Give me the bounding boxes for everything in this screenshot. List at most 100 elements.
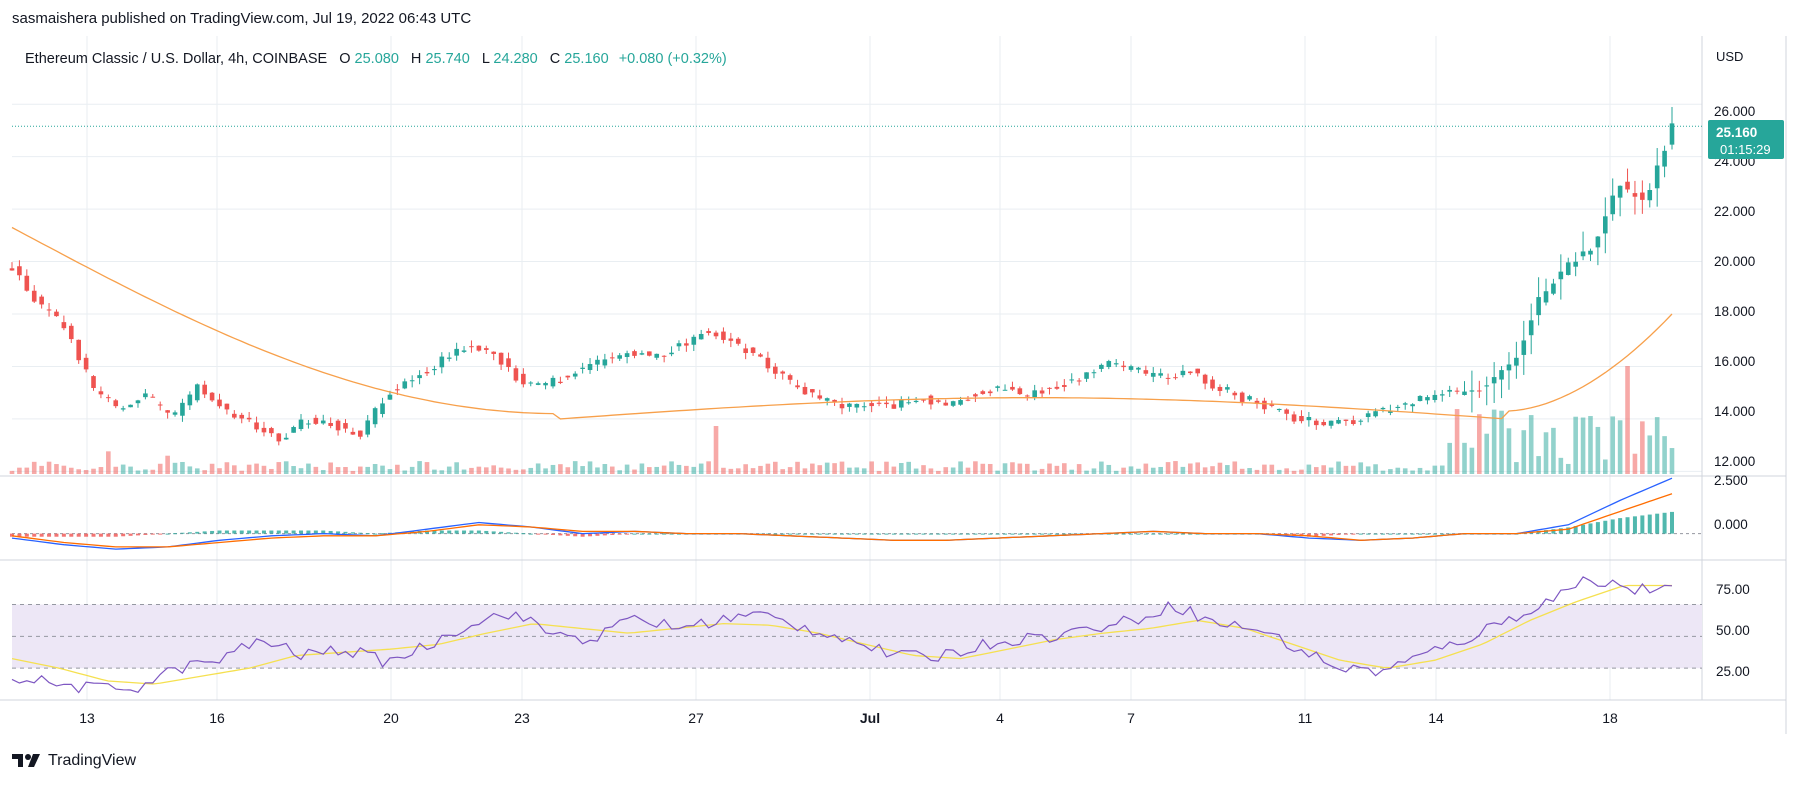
- candle-body: [1099, 364, 1104, 369]
- candle-body: [246, 417, 252, 420]
- candle: [150, 393, 156, 398]
- candle-body: [639, 353, 645, 355]
- candle: [743, 343, 748, 360]
- macd-histogram-bar: [321, 530, 326, 534]
- time-tick: 14: [1428, 710, 1444, 726]
- candle-body: [106, 397, 111, 399]
- time-tick: 13: [79, 710, 95, 726]
- candle: [1284, 408, 1289, 421]
- volume-bar: [1047, 463, 1052, 474]
- macd-histogram-bar: [580, 533, 585, 537]
- candle-body: [995, 386, 1000, 388]
- macd-histogram-bar: [765, 533, 770, 535]
- candle: [1551, 278, 1556, 296]
- candle: [1121, 361, 1126, 372]
- macd-histogram-bar: [1395, 533, 1400, 535]
- candle: [572, 371, 578, 380]
- volume-bar: [1136, 468, 1141, 474]
- candle-body: [91, 376, 96, 389]
- candle-body: [135, 400, 141, 404]
- macd-histogram-bar: [921, 533, 926, 535]
- brand-name: TradingView: [48, 752, 137, 769]
- macd-histogram-bar: [1610, 519, 1615, 534]
- candle: [995, 385, 1000, 392]
- volume-bar: [565, 467, 571, 474]
- macd-histogram-bar: [1647, 514, 1652, 534]
- macd-histogram-bar: [832, 533, 837, 535]
- candle-body: [765, 357, 771, 369]
- candle-body: [1432, 394, 1438, 401]
- macd-histogram-bar: [891, 533, 896, 535]
- candle: [1262, 397, 1267, 414]
- volume-bar: [1447, 442, 1452, 474]
- candle-body: [165, 410, 170, 413]
- candle: [580, 362, 585, 374]
- volume-bar: [980, 463, 986, 474]
- candle: [1180, 364, 1186, 378]
- candle: [1617, 185, 1623, 217]
- macd-histogram-bar: [1343, 533, 1348, 535]
- macd-histogram-bar: [61, 533, 66, 537]
- volume-bar: [1573, 416, 1578, 474]
- candle: [1380, 406, 1386, 413]
- macd-histogram-bar: [1632, 516, 1637, 534]
- macd-histogram-bar: [76, 533, 81, 537]
- candle: [824, 397, 830, 406]
- candle-body: [76, 339, 81, 361]
- volume-bar: [498, 467, 504, 474]
- time-tick: 7: [1127, 710, 1135, 726]
- volume-bar: [1099, 461, 1104, 474]
- volume-bar: [535, 463, 541, 474]
- macd-histogram-bar: [1380, 533, 1385, 535]
- candle: [1276, 408, 1282, 413]
- candle-body: [810, 389, 815, 393]
- candle: [1062, 379, 1067, 392]
- macd-histogram-bar: [313, 530, 318, 534]
- candle: [691, 334, 697, 352]
- macd-histogram-bar: [899, 533, 904, 535]
- macd-histogram-bar: [610, 533, 615, 535]
- volume-bar: [1032, 470, 1037, 474]
- candle-body: [31, 290, 37, 302]
- candle: [313, 414, 319, 425]
- candle-body: [83, 357, 89, 370]
- volume-bar: [1202, 467, 1208, 474]
- candle-body: [795, 385, 800, 388]
- candle: [884, 396, 889, 408]
- volume-bar: [1558, 457, 1564, 474]
- macd-histogram-bar: [521, 533, 526, 535]
- volume-bar: [1469, 447, 1475, 474]
- candle: [891, 400, 897, 409]
- candle: [787, 373, 793, 385]
- candle: [869, 400, 874, 413]
- macd-histogram-bar: [17, 533, 22, 537]
- candle-body: [884, 402, 889, 405]
- candle-body: [1617, 185, 1623, 198]
- volume-bar: [1521, 430, 1527, 474]
- candle: [1669, 107, 1675, 150]
- volume-bar: [120, 464, 126, 474]
- volume-bar: [150, 469, 156, 474]
- volume-bar: [795, 461, 800, 474]
- candle-body: [1150, 372, 1156, 377]
- macd-histogram-bar: [884, 533, 889, 535]
- macd-histogram-bar: [1069, 533, 1074, 535]
- volume-bar: [224, 462, 230, 474]
- volume-bar: [1402, 468, 1408, 474]
- macd-histogram-bar: [143, 533, 148, 535]
- volume-bar: [469, 467, 474, 474]
- candle: [521, 368, 526, 388]
- candle-body: [1106, 361, 1112, 368]
- macd-histogram-bar: [1573, 526, 1578, 534]
- volume-bar: [750, 468, 756, 474]
- candle: [609, 352, 615, 364]
- candle: [1521, 320, 1527, 375]
- candle: [358, 430, 363, 440]
- candle-body: [328, 423, 333, 426]
- candle-body: [1299, 416, 1304, 422]
- tradingview-brand[interactable]: TradingView: [12, 752, 136, 770]
- volume-bar: [261, 465, 267, 474]
- chart-panes: [9, 107, 1702, 694]
- candle: [180, 398, 185, 422]
